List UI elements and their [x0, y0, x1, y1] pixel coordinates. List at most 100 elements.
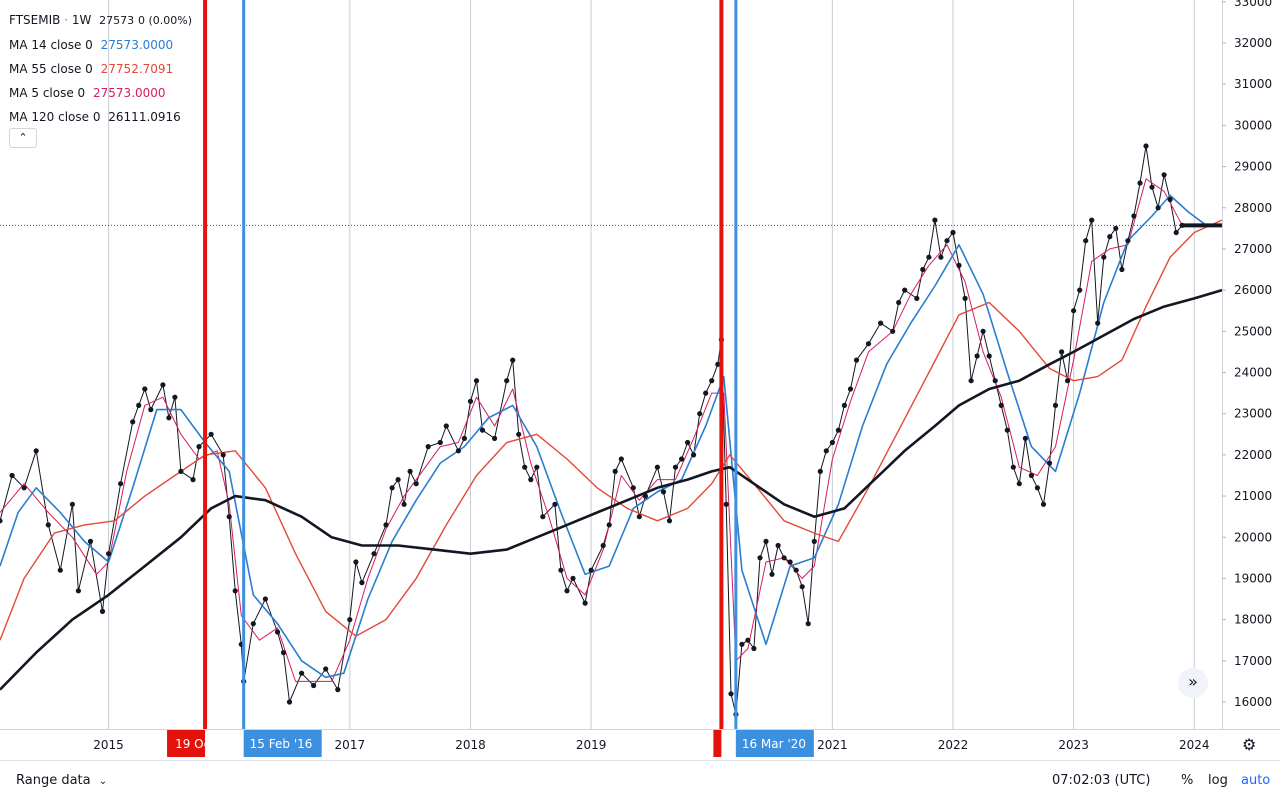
- price-point: [968, 378, 974, 384]
- legend-ma120[interactable]: MA 120 close 0 26111.0916: [9, 105, 192, 129]
- indicator-label: MA 14 close 0: [9, 38, 93, 52]
- event-badge-label: 15 Feb '16: [250, 737, 313, 751]
- auto-scale-toggle[interactable]: auto: [1241, 773, 1271, 788]
- interval-label[interactable]: 1W: [71, 13, 92, 27]
- price-point: [1101, 254, 1107, 260]
- price-point: [1089, 217, 1095, 223]
- indicator-label: MA 5 close 0: [9, 86, 86, 100]
- chevron-down-icon: ⌄: [98, 776, 108, 787]
- utc-clock[interactable]: 07:02:03 (UTC): [1052, 773, 1151, 788]
- price-point: [691, 452, 697, 458]
- price-point: [1155, 205, 1161, 211]
- price-point: [9, 472, 15, 479]
- price-point: [401, 501, 407, 507]
- price-point: [757, 555, 763, 561]
- price-point: [697, 411, 703, 417]
- price-point: [847, 386, 854, 392]
- price-chart[interactable]: 16000 17000 18000 19000 20000 21000 22000 23000…: [0, 0, 1280, 760]
- price-point: [853, 357, 860, 363]
- legend-collapse-button[interactable]: ⌃: [9, 128, 37, 148]
- bottom-toolbar: Range data ⌄ 07:02:03 (UTC) % log auto: [0, 760, 1280, 801]
- price-point: [280, 650, 287, 656]
- price-point: [709, 378, 715, 384]
- price-point: [944, 238, 950, 244]
- price-tick-label: 19000: [1234, 571, 1272, 585]
- price-point: [57, 567, 63, 573]
- price-point: [87, 538, 94, 545]
- price-point: [974, 353, 980, 359]
- log-toggle[interactable]: log: [1208, 773, 1228, 788]
- price-point: [528, 477, 534, 483]
- legend-ma5[interactable]: MA 5 close 0 27573.0000: [9, 81, 192, 105]
- event-badge: [167, 730, 206, 757]
- price-point: [69, 501, 75, 507]
- price-point: [654, 464, 661, 470]
- legend-ma55[interactable]: MA 55 close 0 27752.7091: [9, 57, 192, 81]
- price-point: [286, 699, 293, 705]
- price-point: [232, 588, 238, 594]
- series-line-ma-120: [0, 288, 1223, 691]
- price-point: [220, 452, 226, 458]
- price-point: [950, 229, 956, 236]
- price-point: [1125, 238, 1131, 244]
- legend-ma14[interactable]: MA 14 close 0 27573.0000: [9, 33, 192, 57]
- price-point: [311, 682, 317, 689]
- indicator-label: MA 55 close 0: [9, 62, 93, 76]
- price-tick-label: 23000: [1234, 407, 1272, 421]
- price-tick-label: 24000: [1234, 366, 1272, 380]
- price-point: [540, 514, 546, 520]
- price-point: [461, 435, 467, 441]
- price-point: [383, 522, 389, 528]
- scroll-to-realtime-button[interactable]: »: [1178, 668, 1208, 698]
- price-point: [33, 448, 39, 454]
- price-tick-label: 30000: [1234, 118, 1272, 132]
- price-tick-label: 17000: [1234, 654, 1272, 668]
- price-point: [359, 580, 365, 586]
- price-point: [492, 435, 498, 441]
- price-point: [389, 485, 395, 491]
- price-point: [926, 254, 932, 260]
- price-point: [685, 439, 691, 446]
- price-point: [1004, 427, 1010, 433]
- percent-toggle[interactable]: %: [1181, 773, 1194, 788]
- event-lines: [203, 0, 738, 729]
- legend-symbol-row: FTSEMIB · 1W 27573 0 (0.00%): [9, 8, 192, 33]
- series-line-ma-14: [0, 194, 1222, 679]
- price-point: [723, 501, 729, 507]
- price-point: [841, 402, 848, 408]
- symbol-name[interactable]: FTSEMIB: [9, 13, 61, 27]
- price-markers: [0, 143, 1185, 718]
- time-tick-label: 2018: [455, 738, 486, 752]
- price-point: [455, 448, 461, 454]
- price-point: [751, 645, 757, 652]
- time-tick-label: 2022: [938, 738, 969, 752]
- price-point: [1040, 501, 1047, 507]
- price-point: [473, 378, 480, 384]
- time-tick-label: 2015: [93, 738, 124, 752]
- price-point: [618, 456, 624, 462]
- price-point: [190, 477, 196, 483]
- chart-grid: [0, 0, 1222, 729]
- price-point: [262, 596, 268, 602]
- price-point: [443, 423, 449, 429]
- price-point: [196, 444, 202, 450]
- price-point: [932, 217, 938, 223]
- event-badge: [713, 730, 722, 757]
- gear-icon[interactable]: ⚙: [1242, 735, 1257, 754]
- event-badge: [243, 730, 322, 757]
- price-point: [1137, 180, 1143, 186]
- price-point: [672, 464, 679, 470]
- price-point: [956, 262, 962, 268]
- price-point: [1107, 234, 1113, 240]
- price-point: [522, 464, 528, 470]
- range-dropdown[interactable]: Range data ⌄: [16, 773, 107, 788]
- price-point: [805, 621, 811, 627]
- price-point: [986, 353, 992, 359]
- indicator-value: 27573.0000: [93, 86, 166, 100]
- time-tick-label: 2023: [1058, 738, 1089, 752]
- price-point: [413, 481, 419, 487]
- indicator-label: MA 120 close 0: [9, 110, 101, 124]
- price-point: [878, 320, 884, 326]
- price-point: [763, 538, 769, 545]
- price-point: [1071, 308, 1077, 314]
